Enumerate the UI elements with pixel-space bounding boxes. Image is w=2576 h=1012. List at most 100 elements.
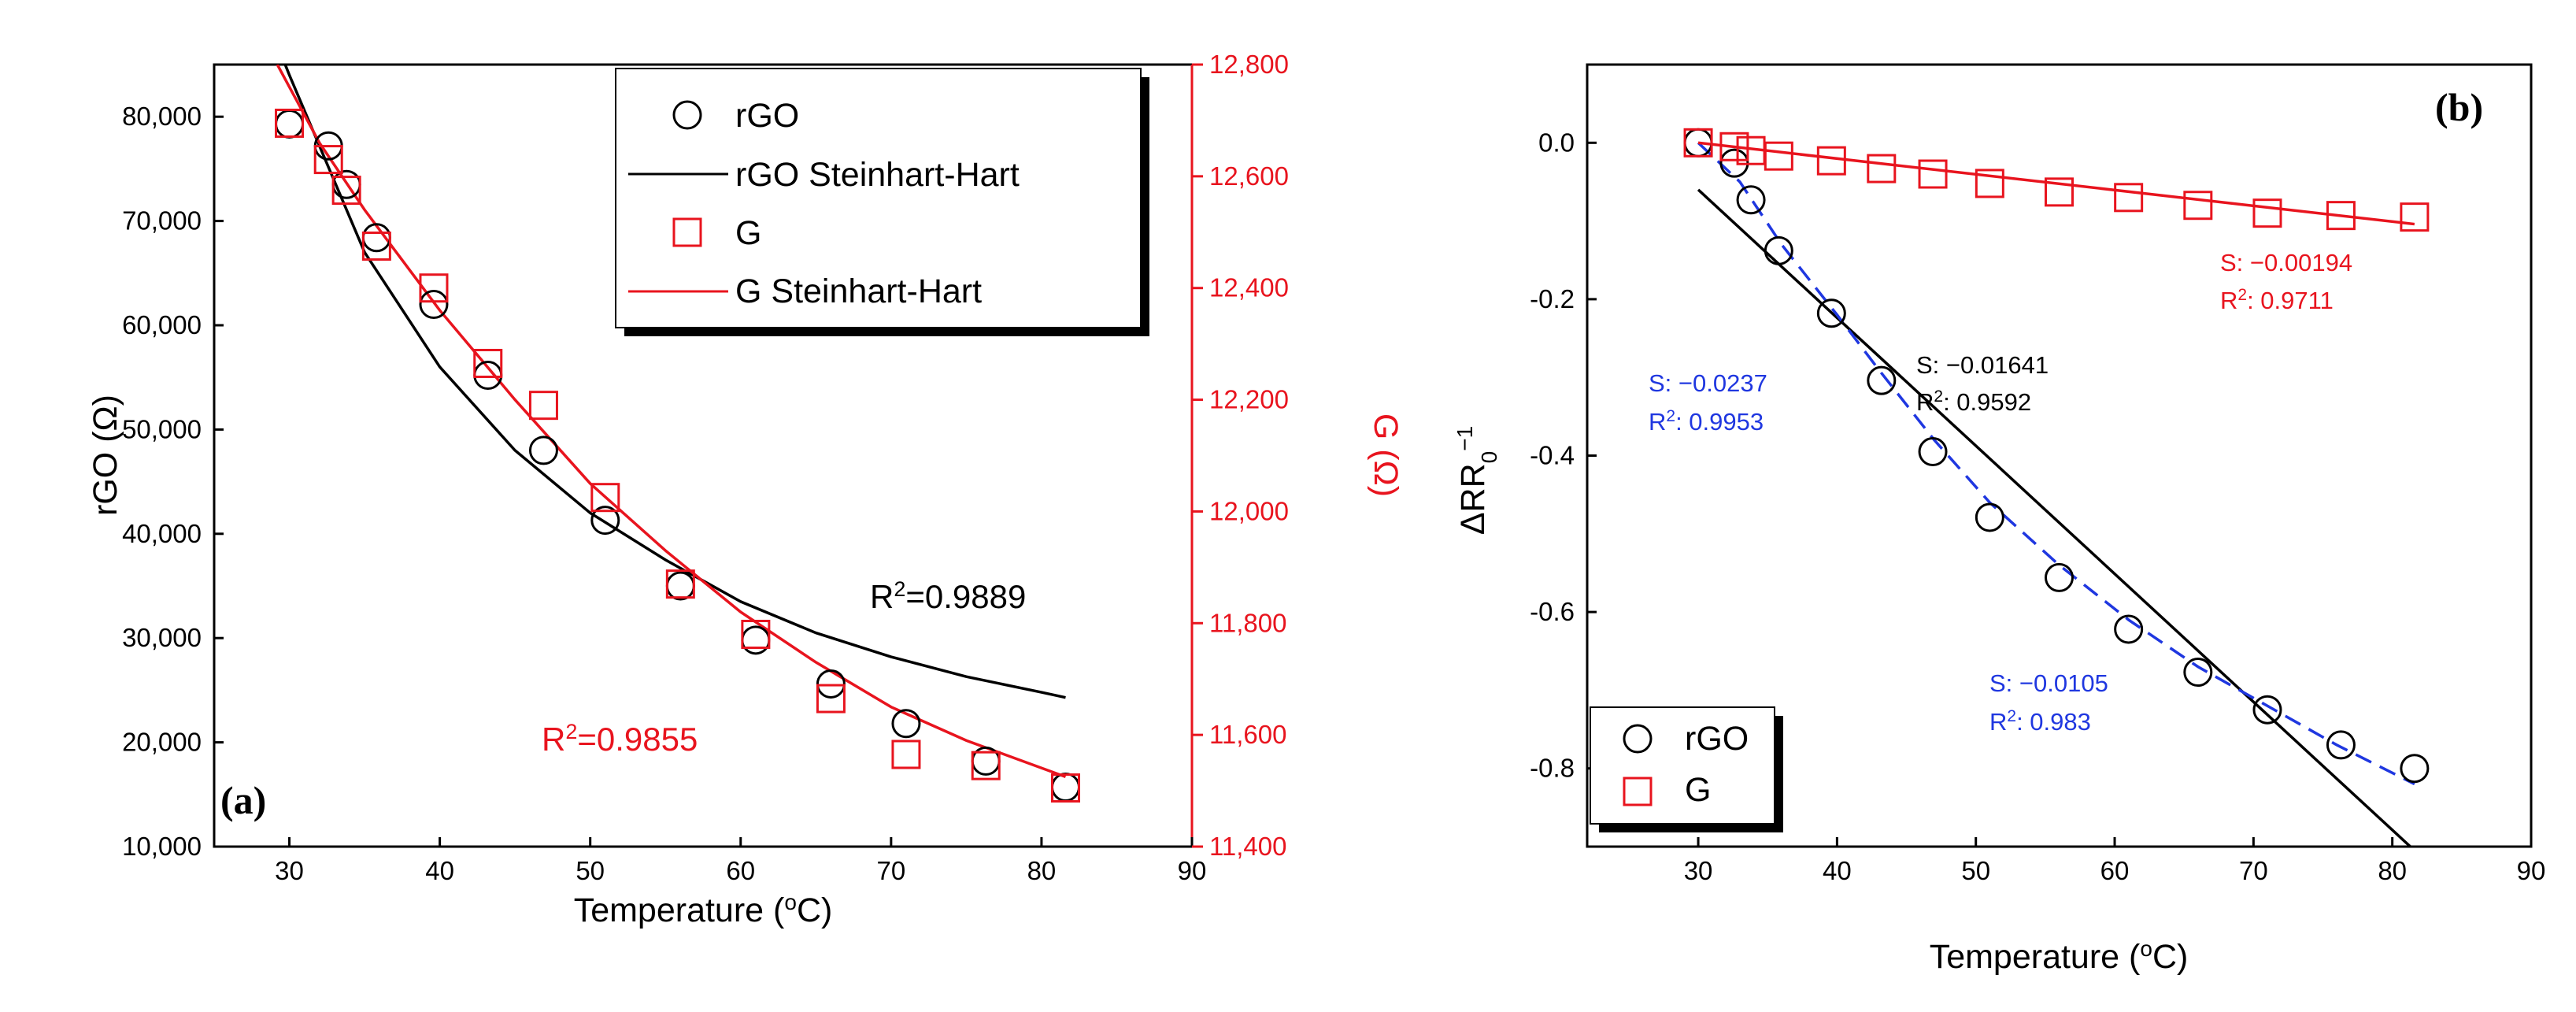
annotation-rgo-second-slope: S: −0.0105 [1989,669,2108,697]
b-xtick-label: 40 [1823,856,1852,885]
panel-a-y2label: G (Ω) [1367,413,1405,497]
a-y2tick-label: 11,600 [1209,720,1286,749]
a-g-point [816,684,846,714]
a-xtick-label: 40 [425,856,454,885]
a-rgo-point [741,625,771,655]
a-rgo-point [590,506,620,536]
annotation-g-slope: S: −0.00194 [2220,249,2352,276]
b-rgo-point [2045,562,2074,592]
a-ytick-label: 70,000 [122,206,202,235]
legend-a-g-marker [672,217,702,247]
b-g-point [1918,159,1948,189]
b-ytick-label: 0.0 [1538,128,1575,157]
a-y2tick-label: 12,600 [1209,161,1289,191]
a-y2tick-label: 12,400 [1209,273,1289,302]
b-rgo-point [2183,658,2213,688]
b-rgo-point [2400,754,2430,784]
b-rgo-point [2326,730,2356,760]
a-g-point [361,232,391,261]
legend-a-rgo-marker [672,100,702,130]
a-g-point [665,569,695,599]
b-fit-line [1697,188,2411,847]
legend-a-g-label: G [735,214,761,252]
b-ytick-label: -0.4 [1530,441,1575,470]
b-rgo-point [2252,695,2282,725]
panel-b-annotation-rgo-first: S: −0.0237 R2: 0.9953 [1649,369,1767,436]
a-ytick-label: 30,000 [122,623,202,652]
b-xtick-label: 60 [2100,856,2130,885]
a-g-point [313,145,343,175]
panel-a-ylabel: rGO (Ω) [87,395,124,516]
b-g-point [1975,169,2004,198]
a-xtick-label: 50 [576,856,605,885]
b-ytick-label: -0.6 [1530,597,1575,626]
panel-b-legend-box [1590,706,1775,825]
b-g-point [1719,132,1749,161]
a-fit-line [283,65,1066,699]
a-rgo-point [816,669,846,699]
a-rgo-point [275,109,305,139]
b-fit-line [1697,142,2415,786]
a-rgo-point [891,709,921,739]
a-g-point [891,740,921,769]
b-rgo-point [1816,298,1846,328]
a-rgo-point [419,290,449,320]
annotation-g-r2: R2: 0.9711 [2220,286,2334,315]
a-g-point [528,391,558,421]
a-rgo-point [665,571,695,601]
b-xtick-label: 70 [2239,856,2268,885]
b-rgo-point [1918,437,1948,467]
legend-b-g-label: G [1685,771,1711,809]
a-ytick-label: 80,000 [122,102,202,131]
annotation-rgo-first-r2: R2: 0.9953 [1649,407,1764,436]
a-g-point [419,273,449,303]
a-ytick-label: 50,000 [122,414,202,443]
a-rgo-point [528,436,558,465]
a-y2tick-label: 12,000 [1209,496,1289,525]
panel-a-ticks: 30 40 50 60 70 80 90 10,000 20,000 30,000 40,000 50… [122,50,1289,885]
a-ytick-label: 10,000 [122,832,202,861]
b-g-point [1816,146,1846,176]
panel-b-ticks: 30 40 50 60 70 80 90 0.0 -0.2 -0.4 -0.6 -0.8 [1530,128,2545,885]
annotation-rgo-second-r2: R2: 0.983 [1989,707,2091,736]
panel-b-ylabel: ΔRR0−1 [1453,426,1501,535]
a-g-point [1050,773,1080,803]
panel-a-legend-box [615,68,1142,328]
legend-a-g-fit-label: G Steinhart-Hart [735,272,982,310]
b-xtick-label: 30 [1684,856,1713,885]
panel-a-xlabel: Temperature (oC) [574,890,833,930]
b-g-point [1764,141,1793,171]
b-g-point [2045,177,2074,207]
b-g-point [2326,201,2356,231]
legend-a-rgo-fit-label: rGO Steinhart-Hart [735,156,1020,194]
a-g-point [971,751,1001,780]
a-xtick-label: 60 [726,856,755,885]
panel-a-curves [276,65,1067,778]
a-y2tick-label: 12,200 [1209,385,1289,414]
panel-a-r2-rgo: R2=0.9889 [870,577,1026,615]
panel-b-annotation-rgo-second: S: −0.0105 R2: 0.983 [1989,669,2108,736]
panel-b-markers [1683,128,2430,784]
a-y2tick-label: 11,800 [1209,608,1286,637]
b-rgo-point [1867,365,1897,395]
a-g-point [331,176,361,206]
a-ytick-label: 40,000 [122,519,202,548]
b-rgo-point [1736,185,1766,215]
b-g-point [2400,202,2430,232]
annotation-rgo-linear-r2: R2: 0.9592 [1916,387,2031,417]
b-xtick-label: 50 [1961,856,1990,885]
a-xtick-label: 70 [876,856,905,885]
legend-a-rgo-label: rGO [735,97,799,135]
legend-b-rgo-marker [1623,724,1653,754]
a-g-point [741,619,771,649]
panel-a-r2-g: R2=0.9855 [542,720,698,758]
a-y2tick-label: 12,800 [1209,50,1289,79]
b-fit-line [1697,141,2415,226]
b-rgo-point [2114,614,2144,644]
b-g-point [2114,183,2144,213]
panel-b-legend: rGO G [1590,706,1783,832]
panel-b-xlabel: Temperature (oC) [1930,936,2189,977]
annotation-rgo-linear-slope: S: −0.01641 [1916,351,2049,379]
b-ytick-label: -0.8 [1530,754,1575,783]
